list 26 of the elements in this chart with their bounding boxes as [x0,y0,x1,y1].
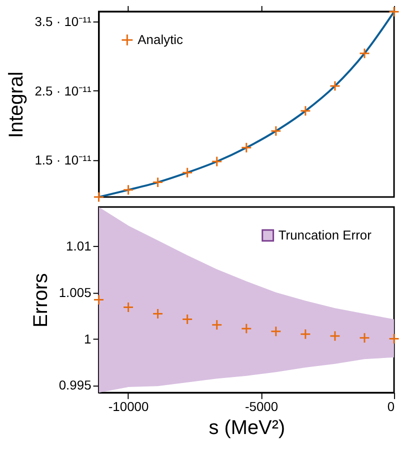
y-tick-label: 1.005 [58,284,92,300]
point [359,332,370,344]
y-axis-title: Errors [30,273,52,328]
y-tick-label: 1 [84,331,92,346]
y-tick-label: 0.995 [58,378,92,393]
y-tick-label: 1.5 · 10⁻¹¹ [34,152,92,168]
point [93,294,104,306]
x-tick-label: -5000 [244,399,278,414]
y-tick-label: 2.5 · 10⁻¹¹ [34,83,92,98]
x-tick-label: -10000 [108,399,149,414]
legend-label: Analytic [138,32,184,47]
y-tick-label: 3.5 · 10⁻¹¹ [34,14,92,29]
point [152,308,164,320]
point [240,323,252,334]
point [211,319,222,330]
point [330,330,340,342]
point [300,328,311,340]
x-axis-title: s (MeV²) [208,416,286,439]
point [388,333,400,344]
point [182,314,193,325]
y-tick-label: 1.01 [66,238,92,254]
y-axis-title: Integral [6,72,28,138]
point [270,326,282,337]
point [122,302,134,313]
x-tick-label: 0 [387,399,395,414]
legend-label: Truncation Error [278,227,372,242]
